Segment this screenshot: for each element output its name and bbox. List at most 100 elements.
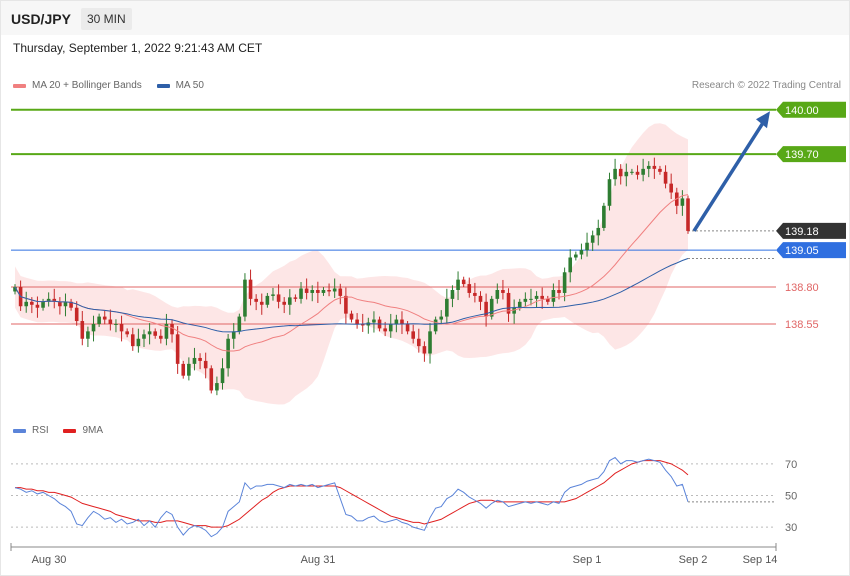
bollinger-band (15, 123, 688, 405)
candle-body (80, 321, 85, 339)
candle-body (63, 301, 68, 307)
candle-body (226, 338, 230, 369)
candle-body (209, 368, 214, 391)
candle-body (13, 287, 17, 292)
candle-body (293, 297, 298, 299)
candle-body (170, 323, 174, 335)
candle-body (545, 298, 550, 302)
candle-body (590, 235, 595, 243)
candle-body (568, 257, 573, 273)
candle-body (551, 290, 556, 302)
candle-body (86, 331, 90, 339)
candle-body (473, 292, 477, 296)
x-tick-label: Sep 1 (573, 554, 602, 566)
level-label-138.80: 138.80 (785, 282, 819, 294)
symbol-title: USD/JPY (11, 11, 71, 27)
x-tick-label: Aug 31 (301, 554, 336, 566)
candle-body (405, 323, 410, 332)
candle-body (478, 295, 483, 302)
candle-body (355, 319, 359, 324)
candle-body (641, 168, 645, 175)
candle-body (282, 301, 286, 305)
candle-body (540, 295, 544, 299)
candle-body (349, 313, 354, 320)
candle-body (91, 323, 96, 332)
candle-body (338, 288, 343, 296)
candle-body (596, 227, 601, 236)
candle-body (529, 298, 533, 300)
candle-body (237, 316, 242, 332)
candle-body (265, 295, 270, 305)
candle-body (562, 272, 567, 293)
candle-body (652, 165, 657, 169)
x-tick-label: Aug 30 (32, 554, 67, 566)
attribution: Research © 2022 Trading Central (691, 80, 841, 91)
ma20-line (14, 194, 689, 352)
candle-body (344, 295, 348, 314)
candle-body (30, 301, 34, 305)
candle-body (450, 290, 455, 299)
rsi-line (14, 456, 689, 538)
candle-body (187, 363, 191, 376)
candle-body (248, 279, 253, 299)
candle-body (686, 198, 690, 231)
rsi-legend-label: RSI (32, 425, 49, 436)
level-tag-139.70 (776, 146, 846, 163)
candle-body (304, 288, 309, 293)
level-tag-139.18 (776, 222, 846, 239)
candle-body (136, 338, 141, 347)
candle-body (456, 279, 460, 290)
candle-body (41, 301, 45, 308)
candle-body (159, 335, 163, 339)
x-tick-label: Sep 2 (679, 554, 708, 566)
level-tag-139.05 (776, 242, 846, 259)
candle-body (461, 279, 466, 285)
level-tag-text-139.05: 139.05 (785, 245, 819, 257)
candle-body (254, 298, 258, 302)
candle-body (271, 294, 275, 296)
candle-body (613, 168, 617, 180)
level-label-138.55: 138.55 (785, 319, 819, 331)
candle-body (288, 297, 292, 305)
candle-body (635, 171, 640, 175)
candle-body (97, 316, 101, 324)
rsi-tick-70: 70 (785, 459, 797, 471)
x-tick-label: Sep 14 (743, 554, 778, 566)
level-tag-140.00 (776, 101, 846, 118)
candle-body (618, 168, 623, 177)
candle-body (69, 301, 73, 308)
rsi-tick-30: 30 (785, 522, 797, 534)
rsi-ma-legend-label: 9MA (82, 425, 104, 436)
interval-badge[interactable]: 30 MIN (81, 8, 132, 30)
main-legend: MA 20 + Bollinger Bands MA 50 (13, 80, 216, 91)
candle-body (276, 294, 281, 302)
candle-body (310, 290, 315, 293)
candle-body (417, 338, 421, 347)
candle-body (512, 307, 516, 314)
candle-body (557, 290, 561, 293)
candle-body (316, 290, 320, 293)
candle-body (74, 307, 79, 322)
candle-body (108, 319, 113, 324)
candle-body (203, 360, 208, 369)
candle-body (383, 328, 387, 332)
candle-body (607, 179, 612, 206)
candle-body (433, 319, 438, 332)
candle-body (360, 323, 365, 326)
candle-body (602, 205, 606, 228)
candle-body (142, 334, 146, 339)
candle-body (321, 290, 326, 293)
candle-body (680, 198, 685, 206)
candle-body (175, 334, 180, 364)
candle-body (332, 288, 337, 292)
candle-body (445, 298, 449, 317)
candle-body (669, 183, 673, 193)
rsi-ma-line (15, 460, 689, 528)
candle-body (388, 323, 393, 332)
ma20-legend-swatch (13, 83, 26, 88)
candle-body (489, 298, 494, 317)
candle-body (46, 298, 51, 302)
candle-body (506, 292, 511, 314)
candle-body (299, 288, 303, 299)
candle-body (220, 368, 225, 384)
